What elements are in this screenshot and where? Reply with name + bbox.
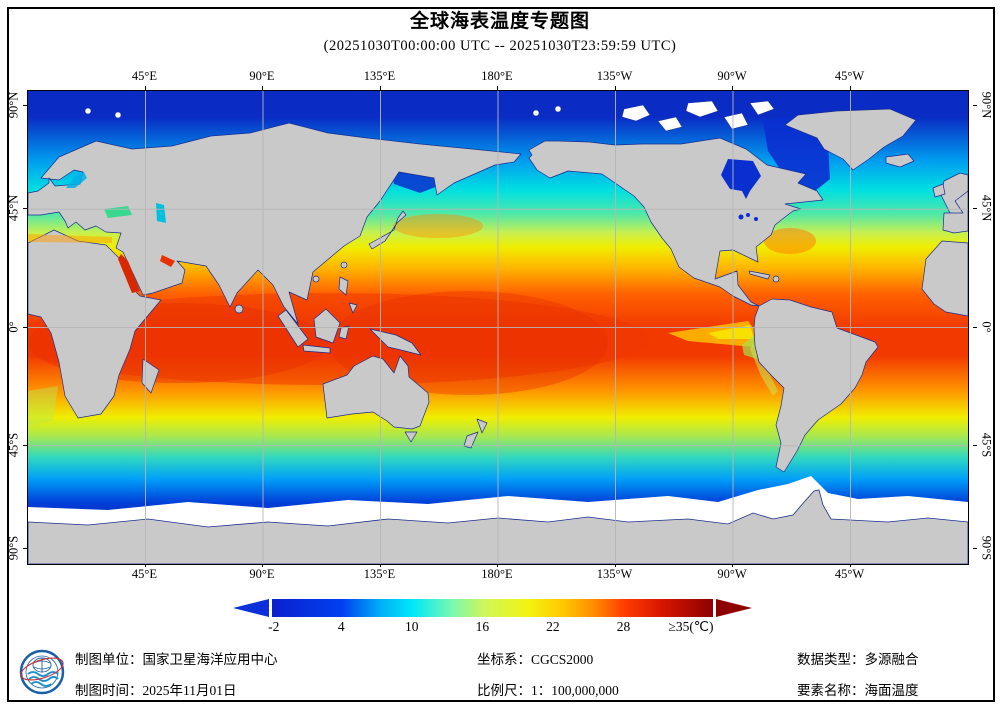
lon-label: 90°W xyxy=(717,69,747,83)
footer-mapping-unit: 制图单位：国家卫星海洋应用中心 xyxy=(75,652,278,667)
axis-tick xyxy=(973,444,977,446)
footer-data-type: 数据类型：多源融合 xyxy=(797,652,919,667)
footer-mapping-time: 制图时间：2025年11月01日 xyxy=(75,683,237,698)
right-latitude-axis: 90°N 45°N 0° 45°S 90°S xyxy=(973,90,1000,563)
lat-label: 90°S xyxy=(979,535,994,561)
footer-scale: 比例尺：1：100,000,000 xyxy=(477,683,619,698)
colorbar-tick-label: 4 xyxy=(337,619,345,634)
footer-coordinate-system: 坐标系：CGCS2000 xyxy=(477,652,594,667)
lat-label: 90°N xyxy=(979,91,994,119)
lat-label: 90°S xyxy=(6,535,21,561)
lon-label: 135°E xyxy=(363,567,396,581)
axis-tick xyxy=(973,105,977,107)
lon-label: 135°W xyxy=(596,69,633,83)
sst-map-image xyxy=(28,91,968,564)
footer-element-name: 要素名称：海面温度 xyxy=(797,683,919,698)
colorbar-tick-label: 16 xyxy=(475,619,490,634)
temperature-colorbar: -2 4 10 16 22 28 ≥35(℃) xyxy=(233,599,752,641)
lat-label: 0° xyxy=(979,320,994,333)
top-longitude-axis: 45°E 90°E 135°E 180°E 135°W 90°W 45°W xyxy=(27,69,967,90)
lon-label: 90°W xyxy=(717,567,747,581)
time-range-subtitle: (20251030T00:00:00 UTC -- 20251030T23:59… xyxy=(323,38,677,54)
lon-label: 180°E xyxy=(481,69,513,83)
axis-tick xyxy=(973,547,977,549)
lat-label: 90°N xyxy=(6,91,21,119)
bottom-longitude-axis: 45°E 90°E 135°E 180°E 135°W 90°W 45°W xyxy=(27,563,967,585)
lon-label: 45°E xyxy=(131,69,158,83)
axis-tick xyxy=(973,326,977,328)
lat-label: 45°S xyxy=(979,432,994,457)
colorbar-right-arrow-icon xyxy=(716,599,752,617)
colorbar-left-arrow-icon xyxy=(233,599,269,617)
lon-label: 90°E xyxy=(249,567,275,581)
colorbar-tick-label: 28 xyxy=(616,619,631,634)
lon-label: 45°W xyxy=(834,567,865,581)
lat-label: 45°N xyxy=(6,194,21,222)
colorbar-gradient xyxy=(272,599,713,617)
lon-label: 90°E xyxy=(249,69,275,83)
lon-label: 135°E xyxy=(363,69,396,83)
lat-label: 45°S xyxy=(6,432,21,457)
lon-label: 45°W xyxy=(834,69,865,83)
colorbar-tick-label: 10 xyxy=(405,619,419,634)
lat-label: 45°N xyxy=(979,194,994,222)
lon-label: 180°E xyxy=(481,567,513,581)
axis-tick xyxy=(973,208,977,210)
lon-label: 45°E xyxy=(131,567,158,581)
lon-label: 135°W xyxy=(596,567,633,581)
map-title: 全球海表温度专题图 xyxy=(409,11,590,32)
colorbar-tick-label: -2 xyxy=(268,619,280,634)
left-latitude-axis: 90°N 45°N 0° 45°S 90°S xyxy=(0,90,27,563)
colorbar-tick-label: 22 xyxy=(546,619,560,634)
lat-label: 0° xyxy=(6,320,21,333)
nsoas-logo-icon xyxy=(19,649,65,695)
colorbar-tick-labels: -2 4 10 16 22 28 ≥35(℃) xyxy=(268,619,714,637)
sst-map xyxy=(27,90,969,565)
colorbar-tick-label: ≥35(℃) xyxy=(668,619,714,634)
